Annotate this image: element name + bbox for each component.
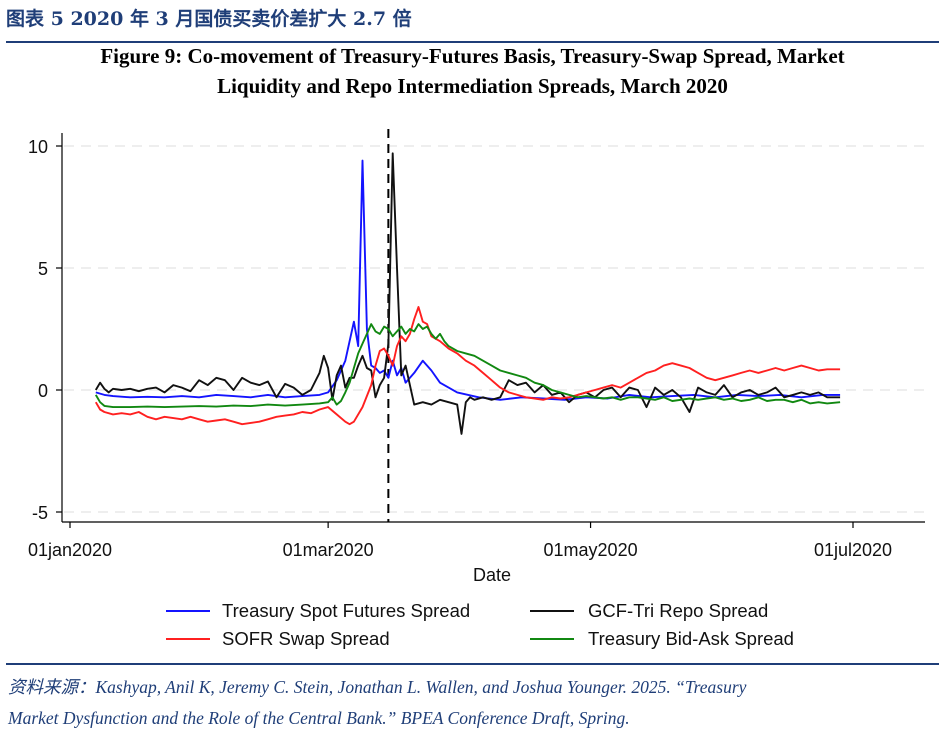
x-tick-label: 01may2020 [544,540,638,560]
y-tick-label: 5 [38,259,48,279]
chart-title-line-1: Figure 9: Co-movement of Treasury-Future… [100,44,845,68]
series-treasury-bid-ask-spread [94,323,841,409]
chart-area: -5 0 5 10 01jan2020 01mar2020 01may2020 01jul20… [28,129,925,649]
y-tick-label: 10 [28,137,48,157]
axis-labels: -5 0 5 10 01jan2020 01mar2020 01may2020 01jul20… [28,137,892,585]
legend-item: GCF-Tri Repo Spread [530,600,768,621]
legend-label: Treasury Spot Futures Spread [222,600,470,621]
series-line [94,152,841,435]
series-gcf-tri-repo-spread [94,152,841,435]
chart-title-line-2: Liquidity and Repo Intermediation Spread… [217,74,728,98]
legend-label: GCF-Tri Repo Spread [588,600,768,621]
source-note-line-2: Market Dysfunction and the Role of the C… [8,708,630,728]
x-tick-label: 01jul2020 [814,540,892,560]
series-treasury-spot-futures-spread [95,159,841,401]
legend-item: SOFR Swap Spread [166,628,390,649]
series-line [94,323,841,409]
header-rule [6,41,939,43]
y-tick-label: -5 [32,503,48,523]
legend-label: Treasury Bid-Ask Spread [588,628,794,649]
axes [56,133,925,528]
legend-label: SOFR Swap Spread [222,628,390,649]
y-tick-label: 0 [38,381,48,401]
x-tick-label: 01jan2020 [28,540,112,560]
footer-rule [6,663,939,665]
gridlines [64,145,925,513]
legend-item: Treasury Spot Futures Spread [166,600,470,621]
legend-item: Treasury Bid-Ask Spread [530,628,794,649]
x-axis-label: Date [473,565,511,585]
x-tick-label: 01mar2020 [283,540,374,560]
legend: Treasury Spot Futures Spread GCF-Tri Repo… [166,600,794,649]
source-note-line-1: 资料来源：Kashyap, Anil K, Jeremy C. Stein, J… [8,677,747,697]
series-layer [94,152,841,435]
series-line [95,159,841,401]
figure-label: 图表 5 2020 年 3 月国债买卖价差扩大 2.7 倍 [6,8,412,30]
